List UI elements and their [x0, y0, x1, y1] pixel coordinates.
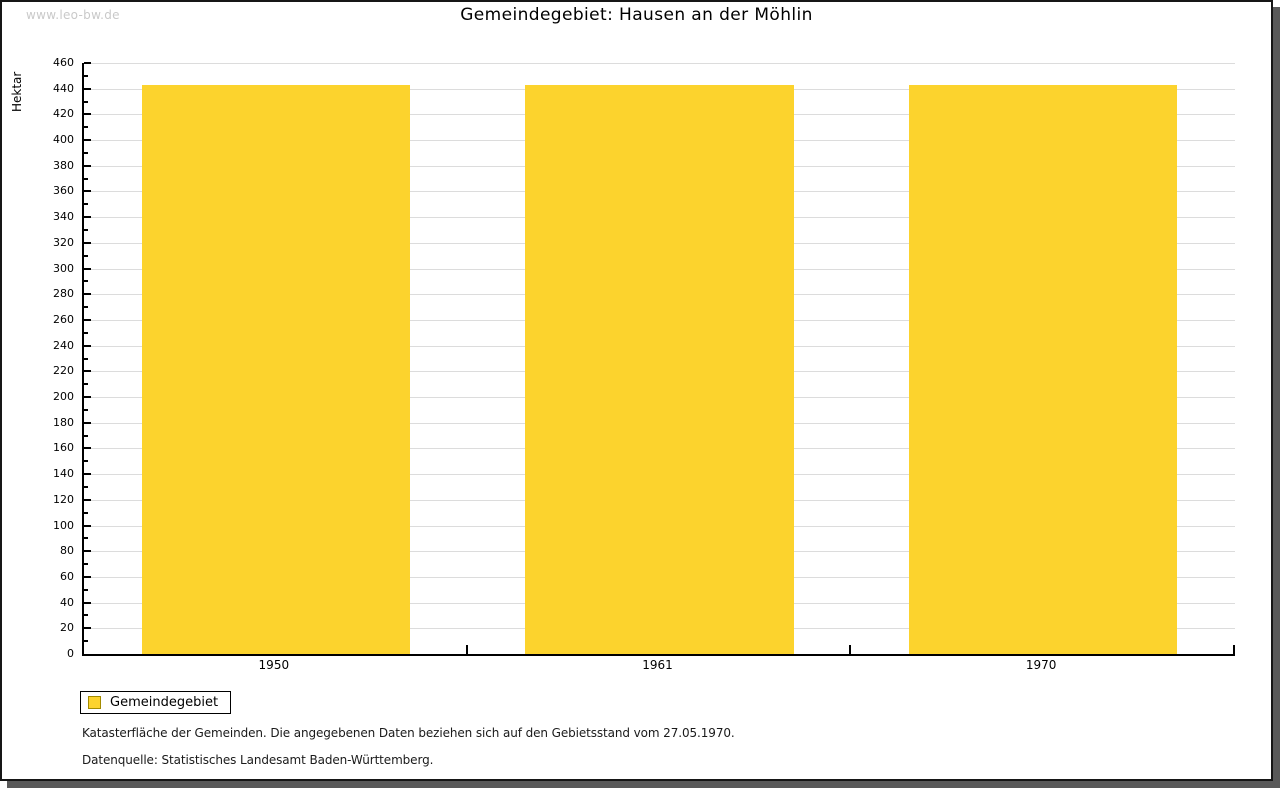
y-axis-minor-tick: [84, 511, 88, 514]
x-axis-separator-tick: [849, 645, 852, 654]
y-axis-major-tick: [84, 370, 91, 373]
y-axis-minor-tick: [84, 280, 88, 283]
y-axis-minor-tick: [84, 408, 88, 411]
y-axis-major-tick: [84, 498, 91, 501]
y-axis-tick-label: 360: [53, 184, 74, 198]
bar-1970: [908, 84, 1178, 654]
y-axis-tick-label: 460: [53, 56, 74, 69]
y-axis-tick-label: 200: [53, 390, 74, 404]
y-axis-major-tick: [84, 524, 91, 527]
y-axis-tick-label: 300: [53, 261, 74, 275]
y-axis-major-tick: [84, 421, 91, 424]
y-axis-major-tick: [84, 139, 91, 142]
y-axis-major-tick: [84, 87, 91, 90]
y-axis-tick-label: 140: [53, 467, 74, 481]
y-axis-major-tick: [84, 318, 91, 321]
y-axis-minor-tick: [84, 614, 88, 617]
x-axis-tick-label: 1970: [1025, 658, 1057, 672]
y-axis-minor-tick: [84, 357, 88, 360]
y-axis-major-tick: [84, 241, 91, 244]
y-axis-tick-label: 380: [53, 158, 74, 172]
y-axis-major-tick: [84, 601, 91, 604]
y-axis-major-tick: [84, 164, 91, 167]
y-axis-tick-label: 120: [53, 492, 74, 506]
y-axis-minor-tick: [84, 331, 88, 334]
legend-series-label: Gemeindegebiet: [110, 695, 219, 710]
y-axis-minor-tick: [84, 74, 88, 77]
y-axis-minor-tick: [84, 383, 88, 386]
footnote-source-note: Katasterfläche der Gemeinden. Die angege…: [82, 726, 735, 740]
y-axis-tick-label: 240: [53, 338, 74, 352]
plot-area: [82, 62, 1235, 656]
y-axis-tick-label: 80: [60, 544, 74, 558]
y-axis-minor-tick: [84, 254, 88, 257]
y-axis-minor-tick: [84, 126, 88, 129]
y-axis-minor-tick: [84, 434, 88, 437]
y-axis-major-tick: [84, 190, 91, 193]
y-axis-minor-tick: [84, 100, 88, 103]
x-axis-tick-label: 1961: [642, 658, 673, 672]
y-axis-tick-labels: 20 40 60 80 100 120 140 160 180 200 220 240 260 280 30…: [2, 56, 74, 660]
y-axis-minor-tick: [84, 203, 88, 206]
y-axis-major-tick: [84, 396, 91, 399]
y-axis-minor-tick: [84, 229, 88, 232]
y-axis-tick-label: 320: [53, 235, 74, 249]
y-axis-tick-label: 220: [53, 364, 74, 378]
legend-box: Gemeindegebiet: [80, 691, 232, 714]
y-axis-tick-label: 340: [53, 210, 74, 224]
watermark: www.leo-bw.de: [26, 8, 120, 22]
y-axis-major-tick: [84, 113, 91, 116]
y-axis-minor-tick: [84, 460, 88, 463]
y-axis-tick-label: 280: [53, 287, 74, 301]
y-axis-major-tick: [84, 473, 91, 476]
y-axis-major-tick: [84, 575, 91, 578]
y-axis-minor-tick: [84, 485, 88, 488]
y-axis-tick-label: 0: [67, 647, 74, 660]
y-axis-major-tick: [84, 293, 91, 296]
y-axis-tick-label: 40: [60, 595, 74, 609]
page-title: Gemeindegebiet: Hausen an der Möhlin: [460, 5, 813, 25]
y-axis-minor-tick: [84, 306, 88, 309]
y-axis-tick-label: 20: [60, 621, 74, 635]
y-axis-minor-tick: [84, 588, 88, 591]
y-axis-tick-label: 160: [53, 441, 74, 455]
y-axis-tick-label: 100: [53, 518, 74, 532]
y-axis-tick-label: 260: [53, 312, 74, 326]
y-axis-major-tick: [84, 216, 91, 219]
y-axis-major-tick: [84, 267, 91, 270]
y-axis-minor-tick: [84, 537, 88, 540]
y-axis-tick-label: 400: [53, 133, 74, 147]
y-axis-major-tick: [84, 344, 91, 347]
y-axis-minor-tick: [84, 640, 88, 643]
y-gridline: [84, 63, 1235, 64]
footnote-data-source: Datenquelle: Statistisches Landesamt Bad…: [82, 753, 434, 767]
y-axis-minor-tick: [84, 151, 88, 154]
bar-1950: [141, 84, 411, 654]
y-axis-minor-tick: [84, 563, 88, 566]
y-axis-tick-label: 60: [60, 569, 74, 583]
bar-1961: [525, 84, 794, 654]
y-axis-tick-label: 180: [53, 415, 74, 429]
y-axis-major-tick: [84, 447, 91, 450]
x-axis-tick-label: 1950: [258, 658, 290, 672]
x-axis-separator-tick: [1233, 645, 1235, 654]
legend-color-swatch-icon: [88, 696, 101, 709]
y-axis-major-tick: [84, 550, 91, 553]
y-axis-tick-label: 420: [53, 107, 74, 121]
x-axis-separator-tick: [465, 645, 468, 654]
y-axis-tick-label: 440: [53, 81, 74, 95]
y-axis-major-tick: [84, 627, 91, 630]
y-axis-minor-tick: [84, 177, 88, 180]
y-axis-major-tick: [84, 62, 91, 64]
